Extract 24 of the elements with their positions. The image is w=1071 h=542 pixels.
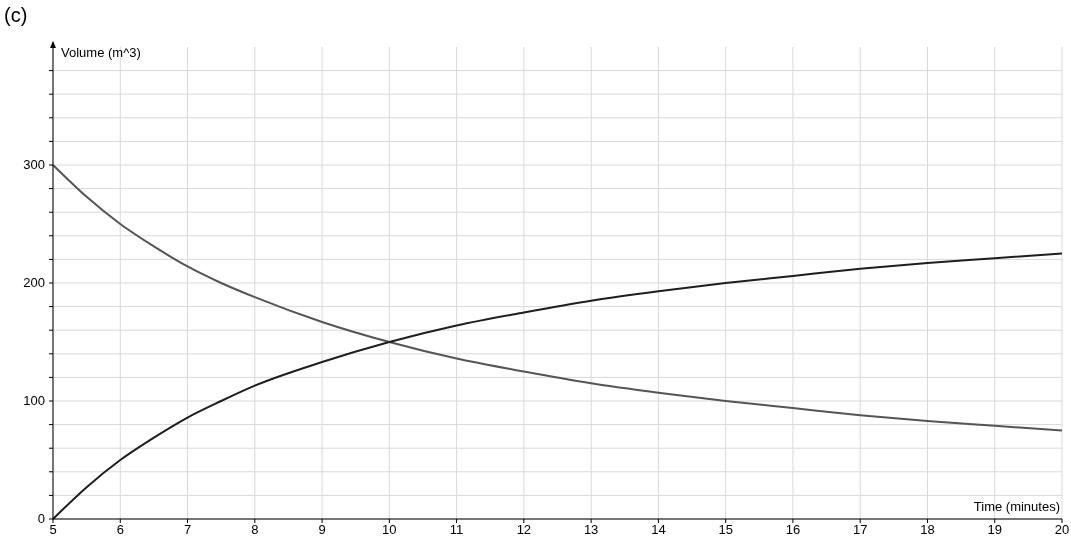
x-tick-label: 13 (583, 522, 599, 537)
x-tick-label: 14 (651, 522, 666, 537)
x-tick-label: 20 (1054, 522, 1070, 537)
x-tick-label: 5 (49, 522, 57, 537)
x-tick-label: 18 (920, 522, 935, 537)
line-series (52, 164, 1063, 432)
y-tick-label: 300 (23, 157, 45, 172)
x-axis-title: Time (minutes) (973, 499, 1060, 514)
y-axis-title: Volume (m^3) (61, 45, 141, 60)
x-tick-label: 9 (318, 522, 326, 537)
y-tick-label: 100 (23, 393, 45, 408)
x-tick-label: 19 (987, 522, 1002, 537)
chart-title: (c) (4, 4, 28, 26)
x-tick-label: 16 (785, 522, 801, 537)
x-tick-label: 12 (516, 522, 532, 537)
y-tick-label: 200 (23, 275, 45, 290)
x-tick-label: 11 (449, 522, 464, 537)
y-tick-label: 0 (37, 511, 45, 526)
x-tick-label: 8 (251, 522, 259, 537)
x-tick-label: 10 (382, 522, 397, 537)
x-tick-label: 15 (718, 522, 733, 537)
x-tick-label: 17 (852, 522, 868, 537)
x-tick-label: 7 (183, 522, 192, 537)
x-tick-label: 6 (116, 522, 124, 537)
